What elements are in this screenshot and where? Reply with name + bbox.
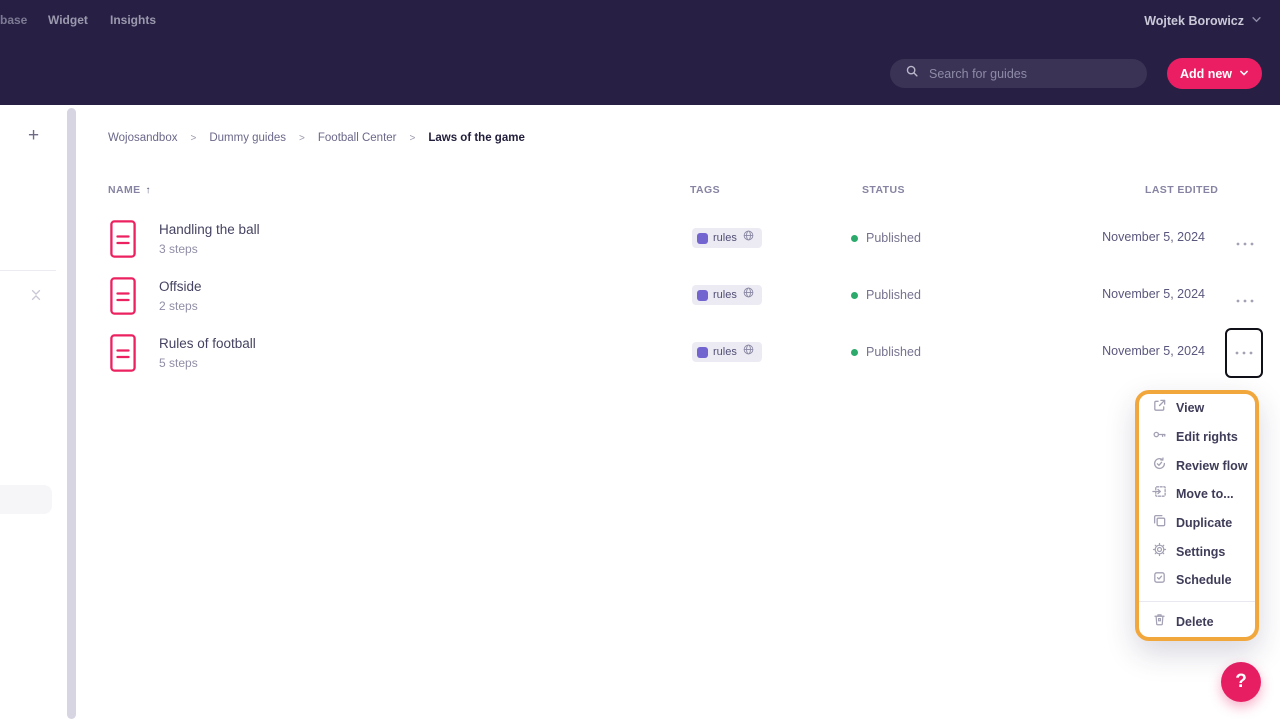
menu-item-move-to[interactable]: Move to... xyxy=(1139,480,1255,509)
add-folder-icon[interactable]: + xyxy=(28,125,40,146)
breadcrumb-separator: > xyxy=(190,132,197,144)
guide-steps: 2 steps xyxy=(159,299,198,313)
guide-name[interactable]: Offside xyxy=(159,279,202,294)
row-context-menu: View Edit rights Review flow Move to... … xyxy=(1135,390,1259,641)
schedule-icon xyxy=(1152,570,1167,590)
topbar: base Widget Insights Wojtek Borowicz Sea… xyxy=(0,0,1280,105)
user-name: Wojtek Borowicz xyxy=(1144,14,1244,28)
key-icon xyxy=(1152,427,1167,447)
guide-name[interactable]: Handling the ball xyxy=(159,222,260,237)
last-edited-date: November 5, 2024 xyxy=(1102,230,1205,244)
menu-item-edit-rights[interactable]: Edit rights xyxy=(1139,423,1255,452)
menu-item-delete[interactable]: Delete xyxy=(1139,608,1255,637)
add-new-button[interactable]: Add new xyxy=(1167,58,1262,89)
row-actions-button-focused[interactable] xyxy=(1225,328,1263,378)
gear-icon xyxy=(1152,542,1167,562)
breadcrumb-separator: > xyxy=(409,132,416,144)
guide-document-icon xyxy=(110,220,136,263)
review-flow-icon xyxy=(1152,456,1167,476)
breadcrumb-item[interactable]: Dummy guides xyxy=(209,132,287,144)
breadcrumb-item[interactable]: Football Center xyxy=(317,132,397,144)
guide-name[interactable]: Rules of football xyxy=(159,336,256,351)
tag-color-swatch xyxy=(697,289,708,301)
menu-item-schedule[interactable]: Schedule xyxy=(1139,566,1255,595)
globe-icon xyxy=(742,343,755,361)
row-actions-button[interactable] xyxy=(1236,290,1254,308)
menu-divider xyxy=(1139,600,1255,602)
last-edited-date: November 5, 2024 xyxy=(1102,287,1205,301)
status-dot-icon xyxy=(851,348,858,356)
chevron-down-icon xyxy=(1239,67,1249,81)
status-badge: Published xyxy=(851,345,921,359)
breadcrumb-item[interactable]: Wojosandbox xyxy=(108,132,178,144)
search-input[interactable]: Search for guides xyxy=(890,59,1147,88)
tag-badge[interactable]: rules xyxy=(692,228,762,248)
tag-color-swatch xyxy=(697,232,708,244)
tag-badge[interactable]: rules xyxy=(692,342,762,362)
move-to-icon xyxy=(1152,484,1167,504)
guide-steps: 5 steps xyxy=(159,356,198,370)
status-badge: Published xyxy=(851,288,921,302)
topnav-item-insights[interactable]: Insights xyxy=(110,13,157,27)
guide-steps: 3 steps xyxy=(159,242,198,256)
sidebar-divider xyxy=(0,270,56,271)
topnav-item-base[interactable]: base xyxy=(0,13,28,27)
globe-icon xyxy=(742,286,755,304)
column-header-last-edited: LAST EDITED xyxy=(1145,184,1219,196)
status-dot-icon xyxy=(851,291,858,299)
menu-item-settings[interactable]: Settings xyxy=(1139,537,1255,566)
tag-color-swatch xyxy=(697,346,708,358)
sort-asc-icon: ↑ xyxy=(145,184,151,196)
last-edited-date: November 5, 2024 xyxy=(1102,344,1205,358)
tag-badge[interactable]: rules xyxy=(692,285,762,305)
menu-item-duplicate[interactable]: Duplicate xyxy=(1139,509,1255,538)
table-row[interactable]: Rules of football 5 steps rules Publishe… xyxy=(0,325,1280,382)
sidebar-hover-highlight xyxy=(0,485,52,514)
guide-document-icon xyxy=(110,277,136,320)
vertical-scrollbar[interactable] xyxy=(67,108,76,719)
search-icon xyxy=(905,64,919,83)
help-button[interactable]: ? xyxy=(1221,662,1261,702)
user-menu[interactable]: Wojtek Borowicz xyxy=(1144,12,1262,30)
breadcrumb: Wojosandbox > Dummy guides > Football Ce… xyxy=(108,132,525,144)
trash-icon xyxy=(1152,612,1167,632)
duplicate-icon xyxy=(1152,513,1167,533)
table-row[interactable]: Offside 2 steps rules Published November… xyxy=(0,268,1280,325)
breadcrumb-separator: > xyxy=(299,132,305,144)
topnav-item-widget[interactable]: Widget xyxy=(48,13,88,27)
breadcrumb-current: Laws of the game xyxy=(428,132,525,144)
collapse-icon[interactable] xyxy=(29,288,43,307)
globe-icon xyxy=(742,229,755,247)
column-header-tags: TAGS xyxy=(690,184,720,196)
menu-item-view[interactable]: View xyxy=(1139,394,1255,423)
guide-document-icon xyxy=(110,334,136,377)
status-badge: Published xyxy=(851,231,921,245)
column-header-name[interactable]: NAME ↑ xyxy=(108,184,151,196)
table-row[interactable]: Handling the ball 3 steps rules Publishe… xyxy=(0,211,1280,268)
external-link-icon xyxy=(1152,398,1167,418)
search-placeholder: Search for guides xyxy=(929,66,1027,81)
status-dot-icon xyxy=(851,234,858,242)
row-actions-button[interactable] xyxy=(1236,233,1254,251)
menu-item-review-flow[interactable]: Review flow xyxy=(1139,451,1255,480)
column-header-status: STATUS xyxy=(862,184,905,196)
chevron-down-icon xyxy=(1251,12,1262,30)
